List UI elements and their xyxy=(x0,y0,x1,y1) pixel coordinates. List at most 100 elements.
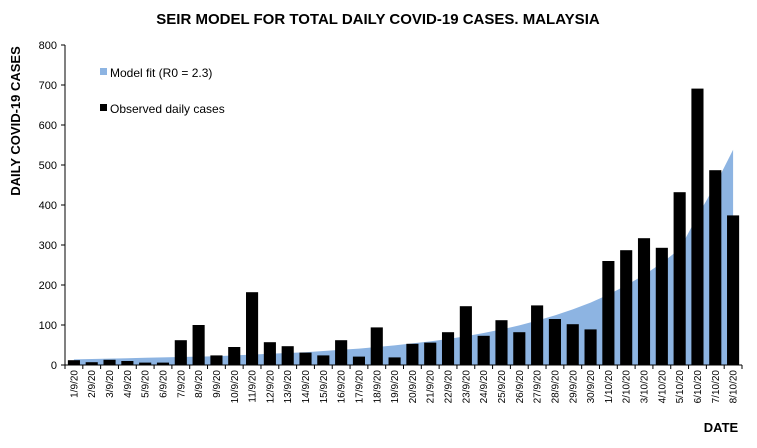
x-tick-label: 27/9/20 xyxy=(533,370,544,404)
observed-bar xyxy=(531,305,544,365)
model-fit-area-layer xyxy=(73,149,734,365)
observed-bar xyxy=(584,329,597,365)
legend-swatch-observed xyxy=(100,104,107,111)
observed-bar xyxy=(602,261,615,365)
x-tick-label: 14/9/20 xyxy=(301,370,312,404)
observed-bar xyxy=(299,352,312,365)
y-tick-label: 0 xyxy=(51,360,57,372)
observed-bar xyxy=(620,250,633,365)
observed-bar xyxy=(513,332,526,365)
observed-bar xyxy=(192,325,205,365)
x-tick-label: 3/10/20 xyxy=(640,370,651,404)
observed-bar xyxy=(352,356,366,365)
x-tick-label: 13/9/20 xyxy=(283,370,294,404)
observed-bar xyxy=(566,324,579,365)
x-tick-label: 1/10/20 xyxy=(604,370,615,404)
y-tick-label: 800 xyxy=(39,40,57,52)
x-tick-label: 22/9/20 xyxy=(444,370,455,404)
x-tick-label: 4/10/20 xyxy=(657,370,668,404)
x-tick-labels: 1/9/20 2/9/20 3/9/20 4/9/20 5/9/20 6/9/20 7/9/… xyxy=(69,370,739,404)
y-tick-label: 300 xyxy=(39,240,57,252)
x-axis-title: DATE xyxy=(704,420,739,435)
observed-bar xyxy=(317,355,330,365)
observed-bar xyxy=(370,327,383,365)
observed-bar xyxy=(67,360,80,365)
observed-bar xyxy=(156,362,170,365)
x-tick-label: 6/10/20 xyxy=(693,370,704,404)
observed-bar xyxy=(459,306,472,365)
observed-bar xyxy=(228,347,241,365)
x-tick-label: 5/9/20 xyxy=(141,370,152,398)
observed-bar xyxy=(709,170,722,365)
observed-bar xyxy=(263,342,276,365)
chart-title: SEIR MODEL FOR TOTAL DAILY COVID-19 CASE… xyxy=(156,11,600,28)
y-tick-label: 700 xyxy=(39,80,57,92)
x-tick-label: 26/9/20 xyxy=(515,370,526,404)
x-tick-label: 29/9/20 xyxy=(568,370,579,404)
observed-bar xyxy=(210,355,223,365)
x-tick-label: 23/9/20 xyxy=(461,370,472,404)
observed-bars-layer xyxy=(67,88,740,365)
y-tick-labels: 0 100 200 300 400 500 600 700 800 xyxy=(39,40,57,372)
observed-bar xyxy=(85,362,98,365)
x-tick-label: 9/9/20 xyxy=(212,370,223,398)
x-tick-label: 5/10/20 xyxy=(675,370,686,404)
axes xyxy=(61,44,743,369)
x-tick-label: 8/9/20 xyxy=(194,370,205,398)
observed-bar xyxy=(655,247,668,365)
observed-bar xyxy=(637,238,651,365)
x-tick-label: 11/9/20 xyxy=(248,370,259,403)
observed-bar xyxy=(441,332,455,365)
x-tick-label: 3/9/20 xyxy=(105,370,116,398)
x-tick-label: 1/9/20 xyxy=(69,370,80,398)
observed-bar xyxy=(673,192,686,365)
x-tick-label: 17/9/20 xyxy=(354,370,365,404)
x-tick-label: 19/9/20 xyxy=(390,370,401,404)
x-tick-label: 30/9/20 xyxy=(586,370,597,404)
x-tick-label: 4/9/20 xyxy=(123,370,134,398)
y-tick-label: 400 xyxy=(39,200,57,212)
x-tick-label: 10/9/20 xyxy=(230,370,241,404)
observed-bar xyxy=(139,362,152,365)
model-fit-area xyxy=(73,149,734,365)
legend-swatch-model-fit xyxy=(100,68,107,75)
y-tick-label: 600 xyxy=(39,120,57,132)
x-tick-label: 25/9/20 xyxy=(497,370,508,404)
x-tick-label: 16/9/20 xyxy=(337,370,348,404)
observed-bar xyxy=(548,319,561,365)
observed-bar xyxy=(424,342,437,365)
observed-bar xyxy=(406,343,419,365)
observed-bar xyxy=(246,292,259,365)
x-tick-label: 24/9/20 xyxy=(479,370,490,404)
x-tick-label: 18/9/20 xyxy=(372,370,383,404)
observed-bar xyxy=(121,361,134,365)
observed-bar xyxy=(103,359,116,365)
x-tick-label: 2/10/20 xyxy=(622,370,633,404)
x-tick-label: 6/9/20 xyxy=(158,370,169,398)
y-axis-title: DAILY COVID-19 CASES xyxy=(8,46,23,196)
legend: Model fit (R0 = 2.3) Observed daily case… xyxy=(100,66,225,116)
x-tick-label: 7/10/20 xyxy=(711,370,722,404)
y-tick-label: 500 xyxy=(39,160,57,172)
observed-bar xyxy=(691,88,704,365)
x-tick-label: 8/10/20 xyxy=(729,370,740,404)
observed-bar xyxy=(281,346,294,365)
legend-label-model-fit: Model fit (R0 = 2.3) xyxy=(110,66,212,80)
observed-bar xyxy=(495,320,508,365)
observed-bar xyxy=(727,215,740,365)
y-tick-label: 200 xyxy=(39,280,57,292)
legend-label-observed: Observed daily cases xyxy=(110,102,225,116)
x-tick-label: 7/9/20 xyxy=(176,370,187,398)
x-tick-label: 20/9/20 xyxy=(408,370,419,404)
x-tick-label: 15/9/20 xyxy=(319,370,330,404)
observed-bar xyxy=(174,340,187,365)
x-tick-label: 28/9/20 xyxy=(550,370,561,404)
observed-bar xyxy=(335,340,348,365)
x-tick-label: 12/9/20 xyxy=(265,370,276,404)
x-tick-label: 21/9/20 xyxy=(426,370,437,404)
observed-bar xyxy=(388,357,401,365)
x-tick-label: 2/9/20 xyxy=(87,370,98,398)
observed-bar xyxy=(477,335,490,365)
y-tick-label: 100 xyxy=(39,320,57,332)
